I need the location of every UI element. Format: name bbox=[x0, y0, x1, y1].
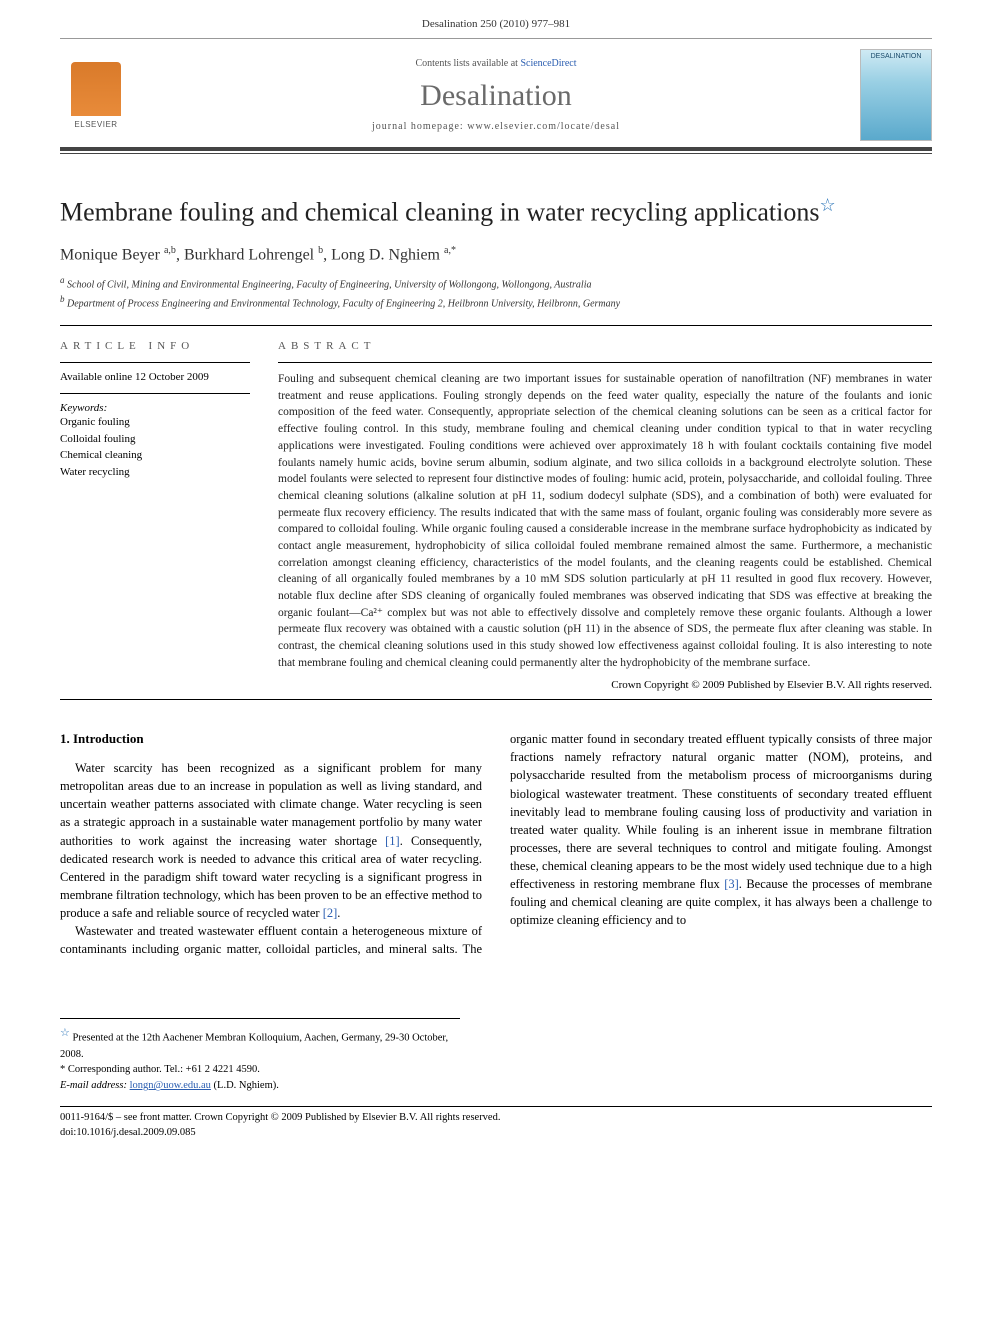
article-info-column: ARTICLE INFO Available online 12 October… bbox=[60, 340, 250, 691]
journal-homepage-line: journal homepage: www.elsevier.com/locat… bbox=[132, 121, 860, 132]
ref-link-1[interactable]: [1] bbox=[385, 834, 400, 848]
keywords-list: Organic foulingColloidal foulingChemical… bbox=[60, 414, 250, 480]
running-head: Desalination 250 (2010) 977–981 bbox=[0, 0, 992, 38]
affiliations: a School of Civil, Mining and Environmen… bbox=[60, 274, 932, 311]
ref-link-2[interactable]: [2] bbox=[323, 906, 338, 920]
keyword-item: Chemical cleaning bbox=[60, 447, 250, 464]
title-footnote-star-icon: ☆ bbox=[819, 195, 835, 215]
footnote-corresponding: * Corresponding author. Tel.: +61 2 4221… bbox=[60, 1062, 460, 1078]
abstract-copyright: Crown Copyright © 2009 Published by Else… bbox=[278, 679, 932, 691]
homepage-url: www.elsevier.com/locate/desal bbox=[467, 121, 620, 132]
available-online: Available online 12 October 2009 bbox=[60, 371, 250, 383]
journal-name: Desalination bbox=[132, 79, 860, 113]
abstract-heading: ABSTRACT bbox=[278, 340, 932, 352]
info-rule-2 bbox=[60, 393, 250, 394]
elsevier-tree-icon bbox=[71, 62, 121, 116]
keyword-item: Water recycling bbox=[60, 464, 250, 481]
sciencedirect-link[interactable]: ScienceDirect bbox=[520, 58, 576, 69]
section-1-heading: 1. Introduction bbox=[60, 730, 482, 749]
contents-available-line: Contents lists available at ScienceDirec… bbox=[132, 58, 860, 69]
authors: Monique Beyer a,b, Burkhard Lohrengel b,… bbox=[60, 245, 932, 264]
footnotes: ☆ Presented at the 12th Aachener Membran… bbox=[60, 1018, 460, 1094]
masthead-rule bbox=[60, 147, 932, 154]
masthead: ELSEVIER Contents lists available at Sci… bbox=[60, 38, 932, 147]
footer: 0011-9164/$ – see front matter. Crown Co… bbox=[60, 1106, 932, 1140]
meta-top-rule bbox=[60, 325, 932, 326]
intro-para-1: Water scarcity has been recognized as a … bbox=[60, 759, 482, 922]
footer-doi: doi:10.1016/j.desal.2009.09.085 bbox=[60, 1126, 932, 1141]
elsevier-logo: ELSEVIER bbox=[60, 56, 132, 134]
abstract-text: Fouling and subsequent chemical cleaning… bbox=[278, 371, 932, 671]
abstract-rule bbox=[278, 362, 932, 363]
affiliation-a: a School of Civil, Mining and Environmen… bbox=[60, 274, 932, 292]
article-info-heading: ARTICLE INFO bbox=[60, 340, 250, 352]
corresponding-email-link[interactable]: longn@uow.edu.au bbox=[130, 1080, 211, 1091]
affiliation-b: b Department of Process Engineering and … bbox=[60, 293, 932, 311]
keyword-item: Colloidal fouling bbox=[60, 431, 250, 448]
ref-link-3[interactable]: [3] bbox=[724, 877, 739, 891]
footnote-email: E-mail address: longn@uow.edu.au (L.D. N… bbox=[60, 1078, 460, 1094]
info-rule bbox=[60, 362, 250, 363]
post-abstract-rule bbox=[60, 699, 932, 700]
publisher-name: ELSEVIER bbox=[74, 120, 117, 129]
homepage-prefix: journal homepage: bbox=[372, 121, 467, 132]
footnote-conference: ☆ Presented at the 12th Aachener Membran… bbox=[60, 1025, 460, 1062]
title-text: Membrane fouling and chemical cleaning i… bbox=[60, 198, 819, 227]
contents-prefix: Contents lists available at bbox=[415, 58, 520, 69]
abstract-column: ABSTRACT Fouling and subsequent chemical… bbox=[278, 340, 932, 691]
article-title: Membrane fouling and chemical cleaning i… bbox=[60, 194, 932, 229]
keyword-item: Organic fouling bbox=[60, 414, 250, 431]
footer-copyright: 0011-9164/$ – see front matter. Crown Co… bbox=[60, 1111, 932, 1126]
body-columns: 1. Introduction Water scarcity has been … bbox=[60, 730, 932, 958]
journal-cover-thumb: DESALINATION bbox=[860, 49, 932, 141]
keywords-label: Keywords: bbox=[60, 402, 250, 414]
